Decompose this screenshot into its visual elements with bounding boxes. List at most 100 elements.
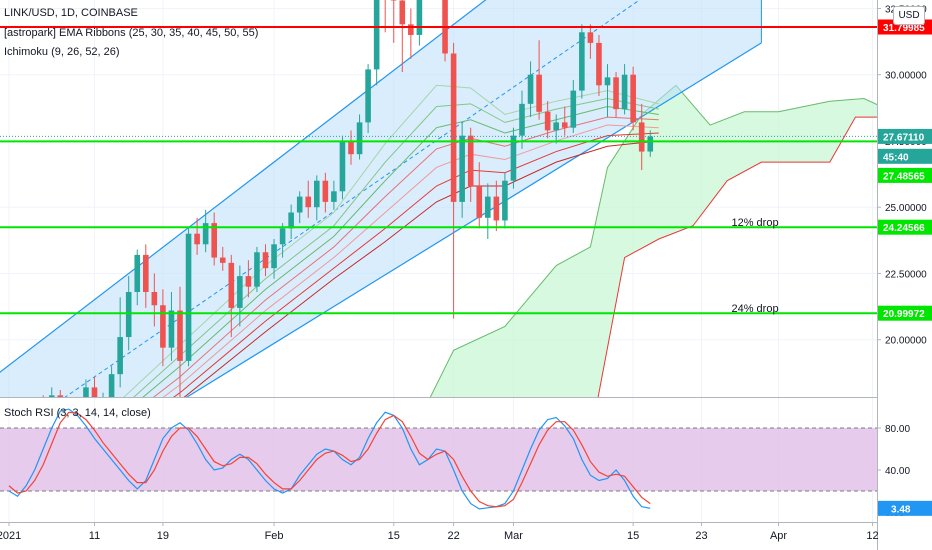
candle-body: [356, 122, 363, 155]
candle-body: [262, 252, 269, 269]
candle-body: [630, 74, 636, 123]
price-label-box: [878, 148, 932, 164]
price-label-text: 24.24566: [883, 223, 925, 234]
price-label-box: [878, 167, 932, 183]
candle-body: [348, 140, 354, 155]
stoch-pane[interactable]: [0, 398, 877, 522]
stoch-k-line: [8, 408, 651, 510]
stoch-tick-label: 40.00: [885, 466, 910, 477]
price-tick-label: 25.00000: [885, 203, 927, 214]
time-tick-label: Feb: [265, 530, 284, 542]
candle-body: [519, 103, 525, 136]
time-tick-label: 12: [866, 530, 878, 542]
candle-body: [314, 180, 320, 208]
symbol-legend[interactable]: LINK/USD, 1D, COINBASE: [4, 7, 138, 19]
candle-body: [373, 0, 380, 70]
candle-body: [399, 0, 406, 25]
candle-body: [279, 228, 286, 245]
candle-body: [57, 395, 64, 397]
time-tick-label: 2021: [0, 530, 21, 542]
candle-body: [647, 136, 654, 152]
candle-body: [544, 111, 551, 131]
price-label-text: 20.99972: [883, 309, 925, 320]
ema-ribbon-45: [162, 124, 659, 397]
time-tick-label: 19: [157, 530, 169, 542]
candle-body: [365, 69, 371, 123]
channel-upper-line: [0, 0, 487, 373]
annotation-label: 24% drop: [731, 303, 778, 315]
candle-body: [211, 223, 217, 258]
ema-ribbons-legend[interactable]: [astropark] EMA Ribbons (25, 30, 35, 40,…: [4, 27, 259, 39]
candle-body: [91, 387, 98, 397]
candle-body: [331, 191, 337, 202]
time-tick-label: Mar: [504, 530, 523, 542]
time-axis-bg: [0, 523, 877, 550]
price-label-box: [878, 305, 932, 321]
candle-body: [570, 90, 577, 128]
candle-body: [48, 395, 55, 397]
candle-body: [493, 196, 500, 221]
candle-body: [390, 0, 397, 1]
candle-body: [553, 122, 559, 131]
candle-body: [288, 212, 294, 229]
candle-body: [339, 140, 346, 192]
candle-body: [219, 257, 226, 263]
candle-body: [459, 135, 465, 202]
candle-body: [408, 24, 414, 35]
ema-ribbon-50: [173, 132, 659, 397]
candle-body: [638, 122, 645, 152]
price-label-text: 27.67110: [883, 132, 925, 143]
candle-body: [467, 135, 474, 186]
time-tick-label: 23: [695, 530, 707, 542]
candle-body: [604, 77, 611, 86]
candle-body: [125, 292, 132, 338]
candle-body: [228, 262, 235, 308]
time-tick-label: 15: [388, 530, 400, 542]
price-tick-label: 22.50000: [885, 269, 927, 280]
channel-mid-line: [64, 0, 641, 397]
ichimoku-span-b: [597, 116, 877, 397]
candle-body: [194, 233, 200, 245]
candle-body: [587, 32, 594, 43]
candle-body: [510, 135, 517, 181]
candle-body: [305, 196, 312, 208]
price-label-text: 45:40: [883, 152, 909, 163]
candle-body: [579, 32, 585, 91]
candle-body: [613, 77, 619, 110]
candle-body: [168, 310, 175, 348]
candle-body: [561, 122, 568, 128]
candle-body: [416, 0, 423, 35]
price-axis-bg: [878, 0, 932, 550]
ichimoku-legend[interactable]: Ichimoku (9, 26, 52, 26): [4, 46, 120, 58]
annotation-label: 12% drop: [731, 217, 778, 229]
price-tick-label: 20.00000: [885, 336, 927, 347]
stoch-current-text: 3.48: [891, 504, 911, 515]
candle-body: [271, 244, 277, 269]
candle-body: [527, 74, 534, 104]
stoch-d-line: [8, 411, 651, 508]
candle-body: [177, 310, 183, 361]
candle-body: [485, 196, 491, 218]
price-label-text: 27.48565: [883, 171, 925, 182]
candle-body: [476, 186, 483, 218]
stoch-band: [0, 428, 877, 491]
candle-body: [151, 292, 158, 306]
candle-body: [108, 374, 115, 397]
price-label-box: [878, 219, 932, 235]
stoch-rsi-legend[interactable]: Stoch RSI (3, 3, 14, 14, close): [4, 407, 151, 419]
candle-body: [621, 74, 628, 110]
candle-body: [296, 196, 303, 213]
candle-body: [143, 254, 149, 292]
candle-body: [596, 42, 602, 86]
candle-body: [322, 180, 329, 202]
currency-button[interactable]: USD: [893, 6, 925, 25]
candle-body: [202, 223, 209, 245]
candle-body: [237, 276, 243, 308]
candle-body: [83, 387, 89, 397]
price-label-text: 31.79985: [883, 23, 925, 34]
stoch-tick-label: 80.00: [885, 424, 910, 435]
